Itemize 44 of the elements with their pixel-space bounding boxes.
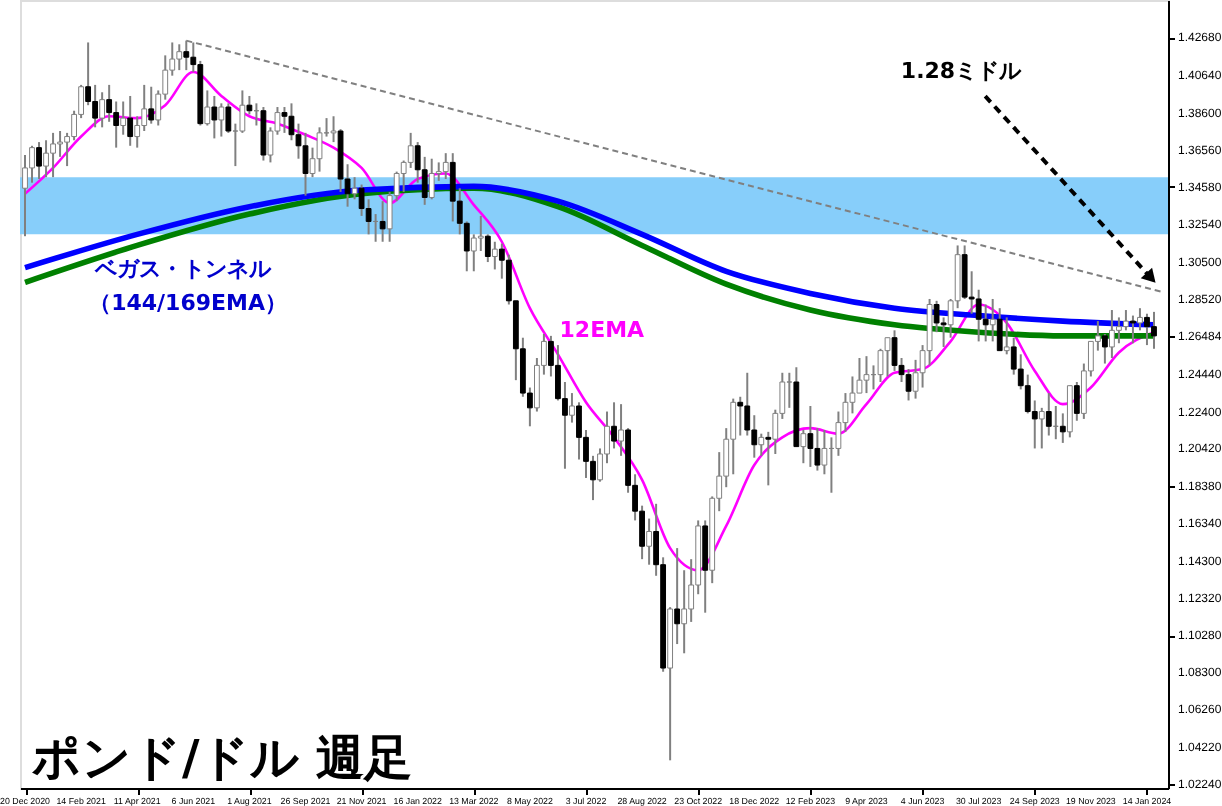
candlestick — [491, 240, 498, 271]
candlestick — [1066, 384, 1073, 439]
candlestick — [99, 91, 106, 129]
candlestick — [442, 152, 449, 181]
candlestick — [1109, 309, 1115, 360]
candlestick — [316, 126, 323, 173]
annotation: 12EMA — [559, 316, 646, 343]
annotation: 1.28ミドル — [900, 57, 1024, 84]
text: ポンド/ドル 週足 — [30, 730, 413, 786]
candlestick — [786, 371, 793, 409]
candlestick — [618, 403, 624, 457]
candlestick — [428, 157, 435, 201]
candlestick — [148, 85, 155, 125]
candlestick — [611, 401, 617, 450]
candlestick — [646, 517, 652, 566]
candlestick — [1130, 314, 1136, 345]
candlestick — [379, 200, 386, 243]
candlestick — [260, 106, 267, 162]
candlestick — [176, 43, 183, 72]
candlestick — [50, 131, 56, 179]
candlestick — [36, 141, 42, 181]
candlestick — [884, 336, 891, 378]
candlestick — [330, 115, 337, 144]
candlestick — [1003, 316, 1010, 356]
candlestick — [281, 106, 288, 134]
candlestick — [1038, 406, 1045, 450]
candlestick — [120, 100, 127, 136]
candlestick — [211, 94, 218, 140]
candlestick — [800, 428, 807, 465]
annotation: （144/169EMA） — [89, 290, 287, 317]
candlestick — [569, 392, 575, 424]
candlestick — [302, 131, 309, 197]
annotation: ベガス・トンネル — [93, 256, 274, 283]
candlestick — [351, 176, 358, 201]
candlestick — [127, 94, 134, 147]
candlestick — [807, 405, 814, 468]
candlestick — [22, 154, 28, 238]
candlestick — [1151, 310, 1157, 350]
candlestick — [996, 307, 1003, 352]
candlestick — [218, 102, 225, 138]
candlestick — [43, 139, 49, 179]
candlestick — [863, 355, 870, 395]
candlestick — [1144, 312, 1150, 347]
candlestick — [989, 297, 996, 343]
